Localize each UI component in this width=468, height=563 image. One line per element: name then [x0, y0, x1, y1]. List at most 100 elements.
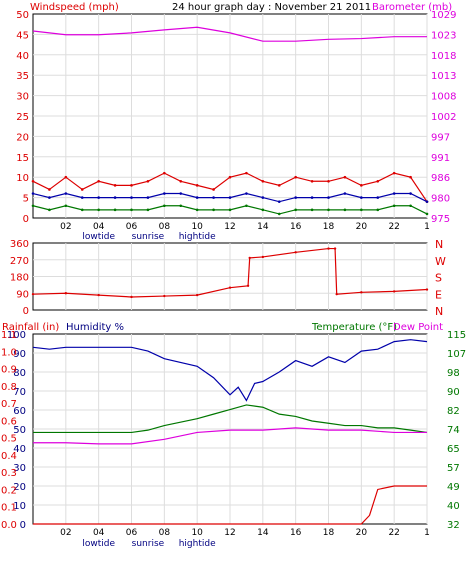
- data-point-0: [31, 179, 35, 183]
- temperature-tick-label: 90: [447, 387, 460, 398]
- series-line-3: [33, 485, 427, 525]
- data-point-2: [212, 208, 215, 212]
- data-point-direction: [228, 286, 232, 289]
- right-tick-label: 1002: [431, 112, 456, 123]
- wind-barometer-panel: 0510152025303540455097598098699199710021…: [16, 10, 456, 242]
- temperature-tick-label: 115: [447, 330, 466, 341]
- rain-tick-label: 0.4: [1, 451, 17, 462]
- data-point-direction: [327, 247, 330, 250]
- hour-tick-label: 14: [257, 222, 269, 232]
- barometer-label: Barometer (mb): [372, 2, 452, 13]
- data-point-2: [146, 208, 150, 212]
- data-point-0: [212, 188, 215, 191]
- left-tick-label: 45: [16, 30, 29, 41]
- data-point-1: [80, 196, 84, 199]
- data-point-2: [392, 204, 396, 208]
- rain-tick-label: 0.2: [1, 485, 17, 496]
- data-point-2: [64, 204, 68, 208]
- data-point-1: [425, 200, 429, 203]
- left-tick-label: 15: [16, 153, 29, 164]
- hour-tick-label: 14: [257, 528, 269, 538]
- data-point-0: [179, 179, 183, 183]
- rain-tick-label: 0.0: [1, 520, 17, 531]
- data-point-direction: [335, 292, 338, 296]
- data-point-direction: [333, 247, 337, 250]
- data-point-direction: [392, 290, 396, 293]
- data-point-1: [392, 192, 396, 195]
- series-line-0: [32, 339, 428, 402]
- compass-label: N: [435, 305, 443, 318]
- rain-tick-label: 0.5: [1, 434, 17, 445]
- rain-tick-label: 0.7: [1, 399, 17, 410]
- data-point-direction: [261, 255, 265, 259]
- data-point-direction: [97, 293, 100, 297]
- data-point-0: [277, 184, 281, 187]
- data-point-0: [392, 171, 396, 175]
- event-label-sunrise: sunrise: [132, 539, 165, 549]
- data-point-2: [163, 204, 166, 208]
- hour-tick-label: 20: [356, 528, 368, 538]
- hour-tick-label: 22: [388, 528, 399, 538]
- hour-tick-label: 22: [388, 222, 399, 232]
- right-tick-label: 1008: [431, 92, 456, 103]
- hour-tick-label: 06: [126, 222, 138, 232]
- data-point-0: [195, 184, 199, 187]
- rain-tick-label: 1.1: [1, 330, 17, 341]
- hour-tick-label: 20: [356, 222, 368, 232]
- data-point-2: [277, 212, 281, 216]
- data-point-2: [310, 208, 314, 212]
- temperature-tick-label: 49: [447, 482, 460, 493]
- data-point-direction: [130, 295, 133, 299]
- compass-label: S: [435, 272, 442, 285]
- left-tick-label: 25: [16, 112, 29, 123]
- data-point-direction: [425, 288, 429, 291]
- graph-title: 24 hour graph day : November 21 2011: [172, 2, 371, 13]
- left-tick-label: 90: [16, 289, 29, 300]
- data-point-1: [228, 196, 232, 199]
- temperature-tick-label: 65: [447, 444, 460, 455]
- data-point-0: [294, 175, 297, 179]
- data-point-1: [48, 196, 51, 199]
- data-point-2: [343, 208, 347, 212]
- data-point-0: [80, 188, 84, 191]
- hour-tick-label: 08: [159, 222, 171, 232]
- temperature-tick-label: 107: [447, 349, 466, 360]
- event-label-lowtide: lowtide: [82, 232, 115, 242]
- right-tick-label: 1029: [431, 10, 456, 21]
- data-point-0: [130, 184, 133, 187]
- humidity-tick-label: 10: [13, 501, 26, 512]
- hour-tick-label: 12: [224, 222, 235, 232]
- data-point-2: [179, 204, 183, 208]
- temperature-label: Temperature (°F): [311, 322, 397, 333]
- rain-tick-label: 0.9: [1, 365, 17, 376]
- data-point-1: [310, 196, 314, 199]
- left-tick-label: 30: [16, 92, 29, 103]
- data-point-2: [130, 208, 133, 212]
- humidity-tick-label: 60: [13, 406, 26, 417]
- left-tick-label: 0: [23, 306, 29, 317]
- data-point-0: [409, 175, 412, 179]
- rain-tick-label: 0.8: [1, 382, 17, 393]
- data-point-1: [212, 196, 215, 199]
- data-point-1: [146, 196, 150, 199]
- data-point-2: [425, 212, 429, 216]
- rain-tick-label: 0.3: [1, 468, 17, 479]
- data-point-1: [64, 192, 68, 195]
- compass-label: E: [435, 288, 442, 301]
- dewpoint-label: Dew Point: [393, 322, 443, 333]
- data-point-2: [245, 204, 248, 208]
- data-point-2: [48, 208, 51, 212]
- data-point-2: [409, 204, 412, 208]
- hour-tick-label: 02: [60, 222, 71, 232]
- data-point-direction: [246, 284, 250, 288]
- left-tick-label: 5: [23, 194, 29, 205]
- data-point-1: [195, 196, 199, 199]
- right-tick-label: 1023: [431, 30, 456, 41]
- data-point-2: [360, 208, 363, 212]
- humidity-tick-label: 20: [13, 482, 26, 493]
- temperature-tick-label: 74: [447, 425, 460, 436]
- hour-tick-label: 10: [191, 528, 203, 538]
